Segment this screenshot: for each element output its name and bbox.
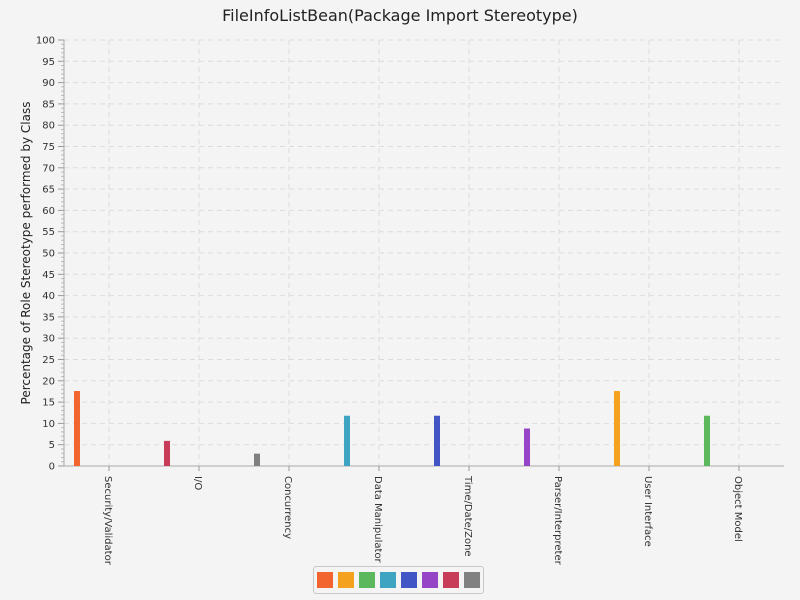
bar (254, 453, 260, 466)
bar (74, 391, 80, 466)
bars (74, 391, 710, 466)
bar (344, 415, 350, 466)
legend-swatch (359, 572, 375, 588)
y-tick-label: 95 (42, 57, 55, 68)
y-tick-label: 50 (42, 249, 55, 260)
x-tick-label: Security/Validator (102, 476, 113, 566)
y-tick-label: 85 (42, 99, 55, 110)
bar (704, 415, 710, 466)
bar (164, 440, 170, 466)
y-tick-label: 15 (42, 398, 55, 409)
y-tick-label: 60 (42, 206, 55, 217)
x-tick-label: Data Manipulator (372, 476, 383, 564)
y-tick-label: 55 (42, 227, 55, 238)
legend (313, 566, 484, 594)
legend-swatch (401, 572, 417, 588)
x-tick-label: Time/Date/Zone (462, 475, 473, 557)
x-tick-label: Object Model (732, 476, 743, 542)
y-tick-label: 30 (42, 334, 55, 345)
bar (614, 391, 620, 466)
x-tick-label: User Interface (642, 476, 653, 547)
legend-swatch (464, 572, 480, 588)
y-tick-label: 25 (42, 355, 55, 366)
y-tick-label: 65 (42, 185, 55, 196)
bar (434, 415, 440, 466)
y-tick-label: 5 (49, 440, 55, 451)
y-tick-label: 10 (42, 419, 55, 430)
legend-swatch (422, 572, 438, 588)
tick-labels: 0 5 10 15 20 25 30 35 40 45 50 55 60 65 70 75 80 85 90 95 10… (36, 36, 743, 566)
y-tick-label: 35 (42, 312, 55, 323)
x-tick-label: Parser/Interpreter (552, 476, 563, 566)
legend-swatch (443, 572, 459, 588)
y-tick-label: 0 (49, 462, 55, 473)
y-tick-label: 90 (42, 78, 55, 89)
x-tick-label: I/O (192, 476, 203, 490)
legend-swatch (338, 572, 354, 588)
chart-title: FileInfoListBean(Package Import Stereoty… (222, 6, 578, 25)
y-tick-label: 75 (42, 142, 55, 153)
y-tick-label: 20 (42, 376, 55, 387)
y-axis-title: Percentage of Role Stereotype performed … (19, 102, 33, 405)
axes (58, 39, 784, 471)
grid-lines (64, 39, 784, 466)
x-tick-label: Concurrency (282, 476, 293, 539)
y-tick-label: 100 (36, 36, 55, 47)
legend-swatch (380, 572, 396, 588)
y-tick-label: 80 (42, 121, 55, 132)
bar (524, 428, 530, 466)
y-tick-label: 45 (42, 270, 55, 281)
y-tick-label: 40 (42, 291, 55, 302)
legend-swatch (317, 572, 333, 588)
y-tick-label: 70 (42, 163, 55, 174)
